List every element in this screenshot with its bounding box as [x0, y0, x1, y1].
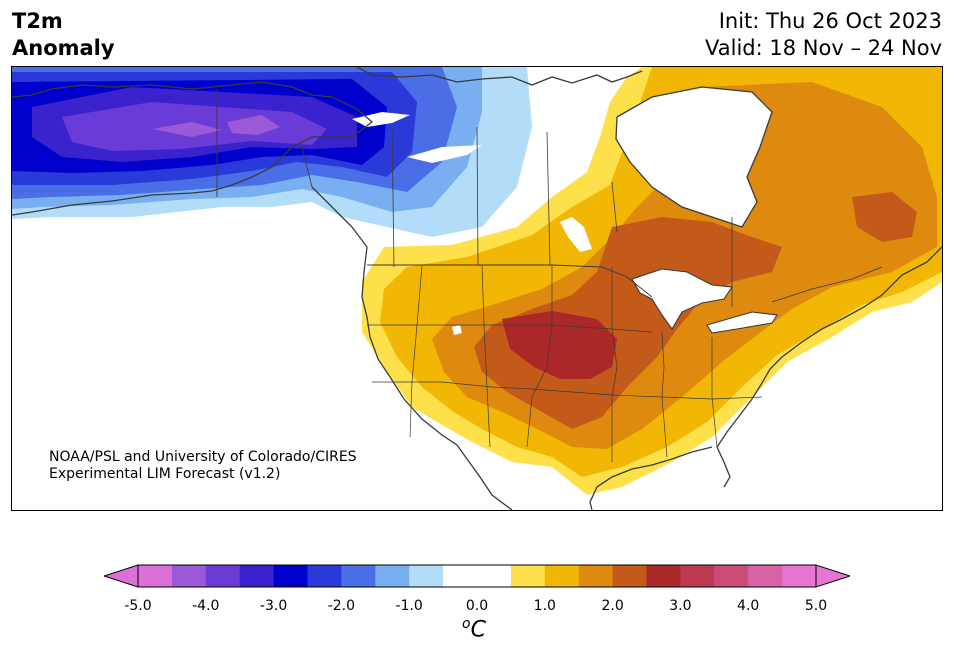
colorbar-cell [273, 565, 308, 587]
colorbar-cell [612, 565, 647, 587]
colorbar-cell [578, 565, 614, 587]
colorbar-cell [748, 565, 783, 587]
map-panel [11, 66, 943, 511]
great-salt-lake-gap [452, 325, 462, 335]
colorbar-tick-label: 3.0 [669, 598, 692, 614]
anomaly-map [12, 67, 942, 510]
colorbar-cell [239, 565, 275, 587]
pacific-coastline [12, 81, 513, 510]
great-slave-lake [352, 112, 410, 127]
colorbar-outline [137, 564, 817, 588]
contour-plus-2-0 [474, 217, 782, 429]
colorbar-tick-label: 0.0 [465, 598, 489, 614]
map-title: T2m Anomaly [12, 8, 115, 62]
colorbar-cell [443, 565, 478, 587]
colorbar-tick-label: -4.0 [192, 598, 220, 614]
credit-text: NOAA/PSL and University of Colorado/CIRE… [49, 449, 357, 483]
contour-plus-2-5 [502, 311, 617, 379]
us-canada-border [367, 264, 883, 303]
init-date: Init: Thu 26 Oct 2023 [718, 9, 942, 33]
forecast-dates: Init: Thu 26 Oct 2023 Valid: 18 Nov – 24… [705, 8, 942, 62]
colorbar-tick-label: 5.0 [804, 598, 828, 614]
credit-line1: NOAA/PSL and University of Colorado/CIRE… [49, 449, 357, 465]
colorbar-cell [646, 565, 681, 587]
unit-letter: C [470, 617, 486, 643]
colorbar-tick-label: 2.0 [601, 598, 624, 614]
arctic-coastline [356, 67, 643, 86]
colorbar [104, 564, 850, 588]
map-title-line1: T2m [12, 9, 63, 33]
unit-degree: o [462, 616, 471, 632]
canadian-provinces [301, 126, 733, 307]
colorbar-cell [714, 565, 749, 587]
colorbar-cell [341, 565, 376, 587]
colorbar-cell [307, 565, 342, 587]
boundaries [12, 67, 942, 510]
colorbar-under-extension [104, 564, 139, 588]
colorbar-cell [782, 565, 817, 587]
colorbar-cell [477, 565, 512, 587]
colorbar-over-extension [815, 564, 850, 588]
great-bear-gap [407, 145, 482, 163]
contour-minus-4-0 [152, 115, 280, 137]
colorbar-cell [205, 565, 241, 587]
colorbar-cell [375, 565, 410, 587]
valid-range: Valid: 18 Nov – 24 Nov [705, 36, 942, 60]
map-title-line2: Anomaly [12, 36, 115, 60]
colorbar-cells [138, 565, 817, 587]
atlantic-coastline [716, 246, 942, 488]
colorbar-cell [680, 565, 715, 587]
colorbar-cell [138, 565, 173, 587]
colorbar-unit: oC [462, 616, 486, 642]
colorbar-tick-label: 1.0 [533, 598, 556, 614]
colorbar-cell [544, 565, 580, 587]
contour-plus-2-0-hudson-east [852, 192, 917, 242]
colorbar-tick-label: -5.0 [124, 598, 152, 614]
colorbar-tick-label: -3.0 [259, 598, 288, 614]
colorbar-tick-label: 4.0 [737, 598, 760, 614]
colorbar-cell [409, 565, 444, 587]
lake-winnipeg-gap [560, 217, 592, 252]
gulf-coastline [589, 446, 713, 510]
us-state-borders [367, 264, 763, 462]
colorbar-tick-label: -2.0 [327, 598, 356, 614]
colorbar-tick-label: -1.0 [395, 598, 423, 614]
colorbar-cell [510, 565, 546, 587]
cold-anomaly-region [12, 67, 532, 237]
great-lakes [631, 268, 778, 334]
colorbar-cell [171, 565, 207, 587]
credit-line2: Experimental LIM Forecast (v1.2) [49, 466, 281, 482]
hudson-bay [615, 86, 773, 228]
colorbar-tick-labels: -5.0 -4.0 -3.0 -2.0 -1.0 0.0 1.0 2.0 3.0 4.0 5.0 [0, 598, 953, 618]
